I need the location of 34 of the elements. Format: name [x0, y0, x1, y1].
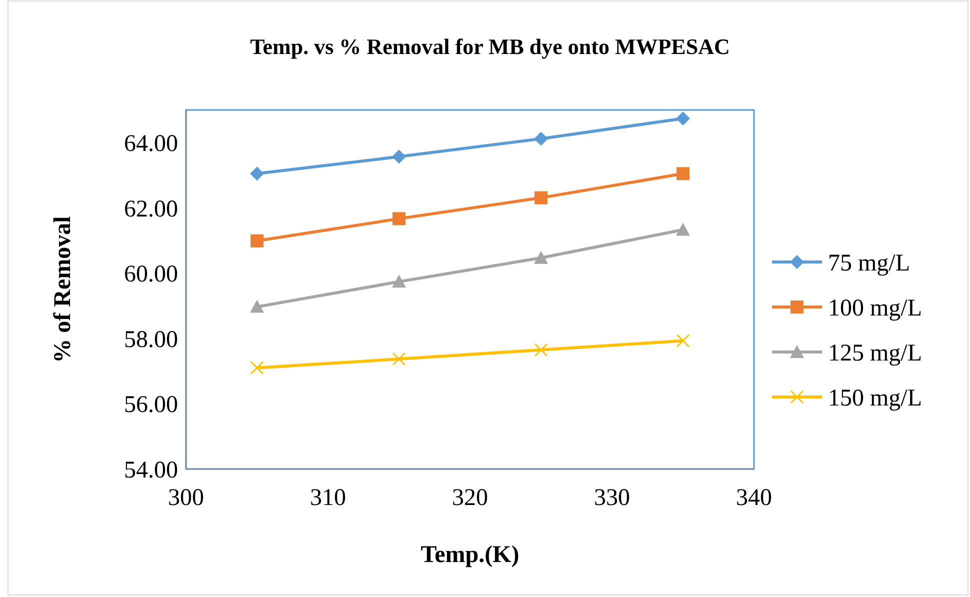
point: [250, 361, 264, 375]
legend-label: 150 mg/L: [828, 385, 922, 412]
point: [250, 166, 264, 181]
x-axis-title: Temp.(K): [420, 542, 520, 568]
legend-label: 125 mg/L: [828, 340, 922, 366]
x-tick-label: 300: [168, 485, 204, 511]
point: [534, 250, 548, 264]
point: [534, 343, 548, 357]
y-tick-label: 64.00: [124, 131, 178, 158]
point: [392, 212, 406, 226]
y-tick-label: 58.00: [124, 326, 178, 353]
y-tick-label: 62.00: [124, 196, 178, 222]
point: [676, 222, 690, 236]
point: [392, 150, 406, 164]
point: [676, 111, 690, 126]
x-tick-label: 320: [452, 485, 488, 511]
x-tick-label: 340: [736, 485, 772, 511]
point: [250, 234, 264, 248]
point: [534, 132, 548, 146]
point: [534, 191, 548, 204]
chart-title: Temp. vs % Removal for MB dye onto MWPESAC: [250, 34, 730, 59]
x-tick-label: 310: [310, 485, 346, 511]
y-tick-label: 60.00: [124, 262, 178, 288]
point: [676, 167, 690, 180]
y-axis-title: % of Removal: [50, 216, 76, 363]
point: [250, 300, 264, 313]
y-tick-label: 54.00: [124, 457, 178, 484]
point: [392, 352, 406, 366]
x-tick-label: 330: [594, 485, 630, 511]
y-tick-label: 56.00: [124, 392, 178, 418]
point: [676, 334, 690, 348]
point: [392, 274, 406, 288]
legend-label: 100 mg/L: [828, 295, 922, 322]
legend-label: 75 mg/L: [828, 250, 910, 276]
